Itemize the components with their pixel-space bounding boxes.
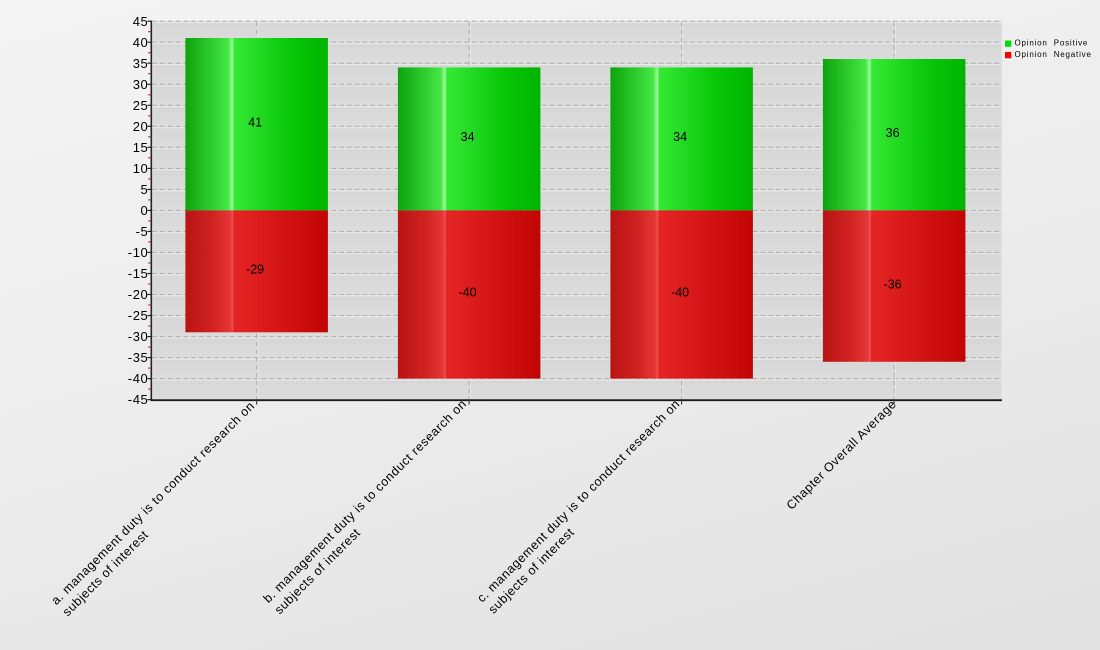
svg-text:5: 5: [141, 182, 149, 197]
svg-text:34: 34: [461, 130, 475, 144]
svg-text:30: 30: [133, 77, 149, 92]
svg-text:35: 35: [133, 56, 149, 71]
svg-text:36: 36: [886, 126, 900, 140]
svg-text:25: 25: [133, 98, 149, 113]
svg-text:34: 34: [673, 130, 687, 144]
svg-text:41: 41: [248, 115, 262, 129]
svg-text:-40: -40: [671, 286, 689, 300]
svg-text:Opinion Positive: Opinion Positive: [1015, 39, 1089, 48]
svg-text:-10: -10: [128, 245, 149, 260]
svg-text:-29: -29: [246, 263, 264, 277]
svg-text:-15: -15: [128, 266, 149, 281]
svg-text:20: 20: [133, 119, 149, 134]
svg-text:-20: -20: [128, 287, 149, 302]
svg-text:-35: -35: [128, 350, 149, 365]
svg-text:-45: -45: [128, 392, 149, 407]
svg-text:45: 45: [133, 14, 149, 29]
svg-text:-30: -30: [128, 329, 149, 344]
svg-text:-5: -5: [136, 224, 149, 239]
svg-text:-40: -40: [459, 286, 477, 300]
svg-text:10: 10: [133, 161, 149, 176]
svg-text:-36: -36: [884, 277, 902, 291]
svg-text:15: 15: [133, 140, 149, 155]
svg-text:-40: -40: [128, 371, 149, 386]
svg-text:-25: -25: [128, 308, 149, 323]
svg-text:0: 0: [141, 203, 149, 218]
svg-text:Opinion Negative: Opinion Negative: [1015, 50, 1092, 59]
svg-text:40: 40: [133, 35, 149, 50]
